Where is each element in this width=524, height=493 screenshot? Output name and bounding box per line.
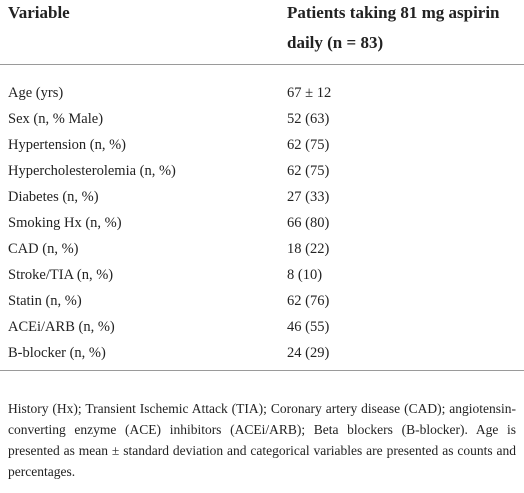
- header-rule: [0, 64, 524, 65]
- column-header: Patients taking 81 mg aspirin daily (n =…: [287, 3, 500, 52]
- value-cell: 46 (55): [287, 319, 330, 335]
- bottom-rule: [0, 370, 524, 371]
- value-cell: 24 (29): [287, 345, 330, 361]
- value-cell: 8 (10): [287, 267, 323, 283]
- value-cell: 62 (76): [287, 293, 330, 309]
- value-cell: 66 (80): [287, 215, 330, 231]
- column-header: Variable: [8, 3, 70, 22]
- value-cell: 67 ± 12: [287, 85, 332, 101]
- variable-cell: ACEi/ARB (n, %): [8, 319, 115, 335]
- variable-cell: Diabetes (n, %): [8, 189, 99, 205]
- variable-cell: Stroke/TIA (n, %): [8, 267, 114, 283]
- value-cell: 62 (75): [287, 137, 330, 153]
- variable-cell: Sex (n, % Male): [8, 111, 104, 127]
- variable-cell: Smoking Hx (n, %): [8, 215, 122, 231]
- footnote: History (Hx); Transient Ischemic Attack …: [8, 401, 516, 479]
- variable-cell: Hypercholesterolemia (n, %): [8, 163, 176, 179]
- variable-cell: B-blocker (n, %): [8, 345, 106, 361]
- value-cell: 18 (22): [287, 241, 330, 257]
- variable-cell: Age (yrs): [8, 85, 64, 101]
- variable-cell: Hypertension (n, %): [8, 137, 126, 153]
- variable-cell: Statin (n, %): [8, 293, 82, 309]
- variable-cell: CAD (n, %): [8, 241, 79, 257]
- value-cell: 62 (75): [287, 163, 330, 179]
- value-cell: 52 (63): [287, 111, 330, 127]
- value-cell: 27 (33): [287, 189, 330, 205]
